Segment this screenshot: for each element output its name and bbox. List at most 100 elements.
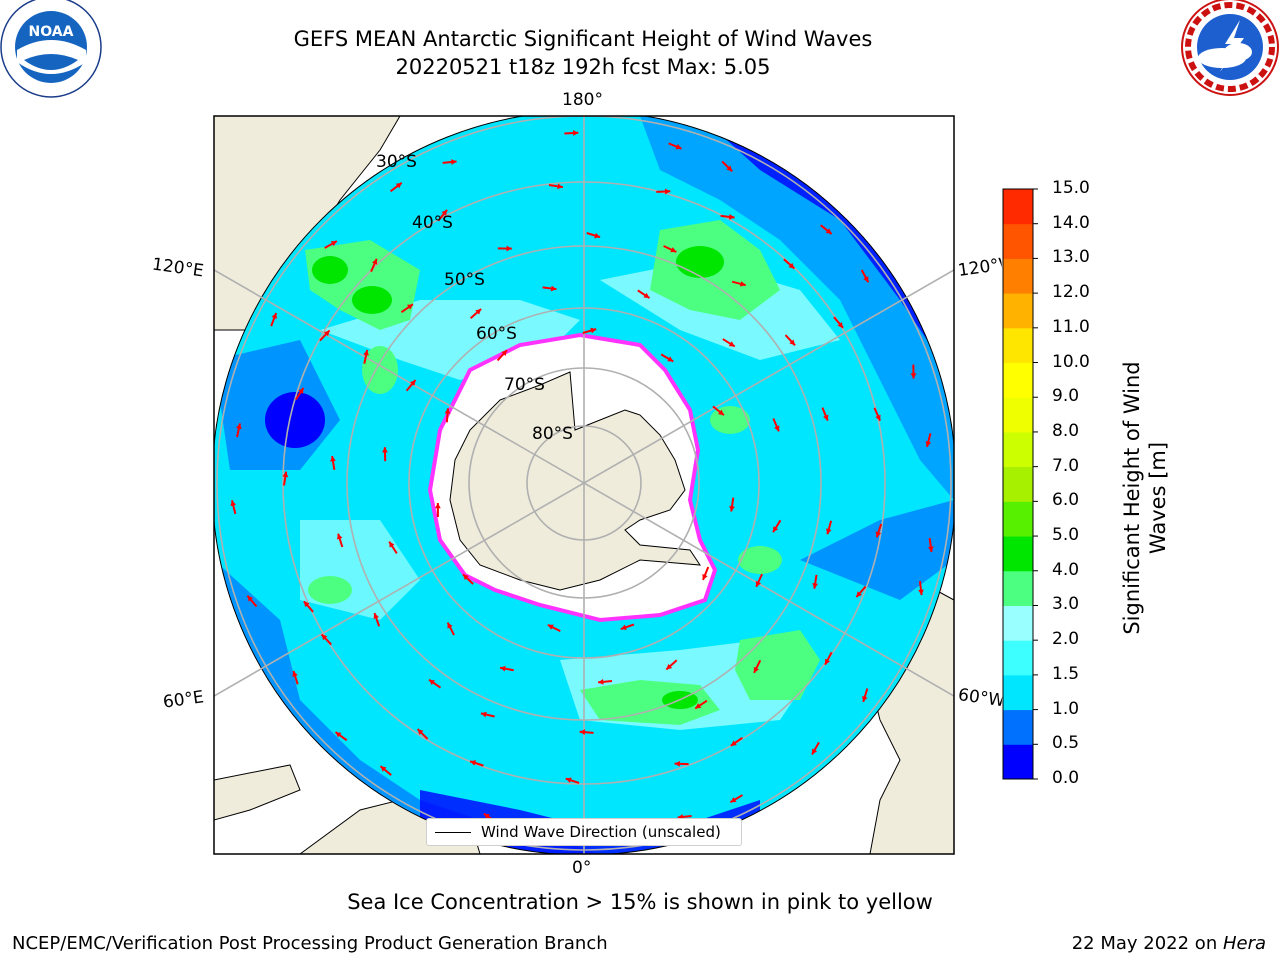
footer-date-text: 22 May 2022 on xyxy=(1071,933,1223,954)
wind-arrow-head xyxy=(371,258,378,265)
nws-logo xyxy=(1181,0,1279,96)
footer-date: 22 May 2022 on Hera xyxy=(1072,933,1266,954)
wind-arrow-head xyxy=(702,573,708,580)
wind-arrow-head xyxy=(483,813,490,820)
colorbar-segment xyxy=(1003,466,1033,502)
wind-arrow-head xyxy=(336,533,343,540)
wind-arrow-head xyxy=(773,526,779,533)
wind-arrow-head xyxy=(451,159,457,165)
colorbar xyxy=(1002,188,1038,780)
wind-arrow-head xyxy=(470,760,477,766)
wind-arrow-head xyxy=(739,281,746,287)
lat-label-50s: 50°S xyxy=(444,270,485,290)
colorbar-segment xyxy=(1003,293,1033,329)
wind-arrow-head xyxy=(667,356,674,362)
wind-arrow-head xyxy=(862,695,868,702)
wind-arrow-head xyxy=(788,262,795,269)
wind-arrow-head xyxy=(321,634,328,641)
colorbar-segment xyxy=(1003,258,1033,294)
wind-arrow-head xyxy=(409,380,416,386)
wind-arrow-head xyxy=(462,574,469,581)
wind-arrow-head xyxy=(825,658,831,665)
colorbar-tick-label: 10.0 xyxy=(1052,351,1090,372)
wind-arrow-head xyxy=(444,408,451,414)
colorbar-tick-label: 1.5 xyxy=(1052,663,1080,684)
wind-wave-arrows xyxy=(230,130,934,834)
map-legend: Wind Wave Direction (unscaled) xyxy=(426,818,742,846)
wind-arrow-head xyxy=(729,505,735,512)
lon-label-0: 0° xyxy=(572,858,592,878)
lat-label-70s: 70°S xyxy=(504,375,545,395)
colorbar-segment xyxy=(1003,605,1033,641)
colorbar-segment xyxy=(1003,189,1033,225)
colorbar-tick-label: 15.0 xyxy=(1052,178,1090,198)
colorbar-border xyxy=(1002,188,1034,780)
wind-arrow-head xyxy=(330,241,337,247)
wind-arrow-head xyxy=(389,541,395,548)
wind-arrow-head xyxy=(434,503,441,509)
wind-arrow-head xyxy=(506,245,512,252)
wind-arrow-head xyxy=(675,144,682,150)
wind-arrow-head xyxy=(323,330,330,337)
wind-arrow-head xyxy=(330,455,336,462)
colorbar-tick-label: 13.0 xyxy=(1052,247,1090,268)
colorbar-title-line1: Significant Height of Wind xyxy=(1120,361,1144,635)
wind-arrow-head xyxy=(910,373,917,379)
wind-arrow-head xyxy=(728,214,735,220)
colorbar-segment xyxy=(1003,327,1033,364)
colorbar-tick-label: 11.0 xyxy=(1052,316,1090,337)
sea-ice-note: Sea Ice Concentration > 15% is shown in … xyxy=(347,890,933,914)
wind-arrow-head xyxy=(406,304,413,310)
wind-arrow-head xyxy=(236,423,242,430)
wind-arrow-head xyxy=(643,292,650,299)
footer-host: Hera xyxy=(1222,933,1266,954)
wind-arrow-head xyxy=(395,182,402,189)
colorbar-tick-label: 6.0 xyxy=(1052,490,1080,511)
wind-arrow-head xyxy=(812,583,819,589)
wind-arrow-head xyxy=(230,500,237,507)
wind-arrow-head xyxy=(598,679,604,685)
colorbar-segment xyxy=(1003,431,1033,468)
wind-arrow-head xyxy=(875,414,881,421)
legend-label: Wind Wave Direction (unscaled) xyxy=(481,823,721,841)
lat-label-60s: 60°S xyxy=(476,324,517,344)
wind-arrow-head xyxy=(774,425,780,432)
wind-arrow-head xyxy=(363,349,369,356)
wind-arrow-head xyxy=(298,387,304,394)
wind-arrow-head xyxy=(717,409,724,416)
colorbar-segment xyxy=(1003,501,1033,537)
wind-arrow-head xyxy=(730,797,737,803)
colorbar-segment xyxy=(1003,640,1033,676)
wind-arrow-head xyxy=(620,624,627,631)
wind-arrow-head xyxy=(856,591,862,598)
wind-arrow-head xyxy=(579,729,586,735)
wind-arrow-head xyxy=(730,740,737,746)
colorbar-segment xyxy=(1003,362,1033,398)
noaa-logo-text: NOAA xyxy=(29,24,74,40)
wind-arrow-head xyxy=(755,580,762,587)
chart-title: GEFS MEAN Antarctic Significant Height o… xyxy=(293,27,873,51)
chart-subtitle: 20220521 t18z 192h fcst Max: 5.05 xyxy=(395,55,771,79)
wind-arrow-head xyxy=(753,666,759,673)
wind-arrow-head xyxy=(282,471,289,478)
colorbar-segment xyxy=(1003,709,1033,745)
wind-arrow-head xyxy=(417,729,424,735)
footer-credit: NCEP/EMC/Verification Post Processing Pr… xyxy=(12,933,608,954)
wind-arrow-head xyxy=(728,341,735,347)
wind-arrow-head xyxy=(500,665,506,672)
wind-arrow-head xyxy=(789,339,796,346)
wind-arrow-head xyxy=(918,589,924,596)
colorbar-tick-label: 8.0 xyxy=(1052,420,1080,441)
lat-label-80s: 80°S xyxy=(532,424,573,444)
wind-arrow-head xyxy=(670,247,677,253)
wind-arrow-head xyxy=(812,748,818,755)
colorbar-tick-label: 1.0 xyxy=(1052,698,1080,719)
wind-arrow-head xyxy=(335,732,342,738)
colorbar-tick-label: 4.0 xyxy=(1052,559,1080,580)
colorbar-title: Significant Height of Wind Waves [m] xyxy=(1119,353,1171,643)
colorbar-segment xyxy=(1003,674,1033,711)
wind-arrow-head xyxy=(271,313,277,319)
wind-arrow-head xyxy=(590,327,597,334)
wind-arrow-head xyxy=(373,613,379,620)
